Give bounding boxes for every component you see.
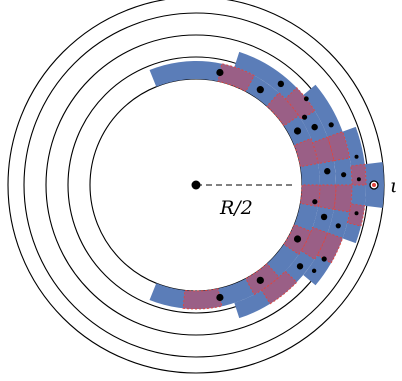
purple-cells [182,63,367,310]
cell-14 [333,184,353,213]
dot-17 [356,177,361,182]
dot-19 [301,114,308,120]
dot-9 [324,168,331,175]
dot-14 [335,223,341,229]
dot-1 [216,68,224,77]
cell-8 [261,270,298,305]
dot-15 [321,256,327,262]
target-point-core [372,183,376,187]
dot-18 [354,211,359,216]
black-dots [216,68,361,302]
dot-10 [320,213,328,221]
point-label: ι [390,175,397,197]
dot-13 [341,172,347,178]
dot-8 [311,123,318,131]
dot-20 [312,199,318,205]
cell-1 [182,288,223,310]
cell-9 [300,226,329,260]
dot-11 [296,263,304,270]
cell-7 [217,63,255,93]
dot-22 [311,268,317,274]
cell-17 [350,163,367,186]
dot-6 [216,293,224,302]
cell-12 [284,87,316,120]
cell-4 [299,184,321,208]
cell-6 [266,92,300,127]
dot-16 [354,154,359,159]
cell-15 [326,131,351,162]
dot-2 [256,86,264,94]
dot-5 [256,276,264,284]
cell-10 [317,184,337,210]
dot-7 [277,80,285,88]
radius-label: R/2 [219,197,253,219]
dot-4 [293,235,302,243]
cell-13 [316,232,344,264]
cell-11 [311,136,335,164]
center-point [191,180,201,190]
dot-3 [293,127,302,135]
dot-21 [303,96,309,102]
dot-12 [328,122,334,128]
